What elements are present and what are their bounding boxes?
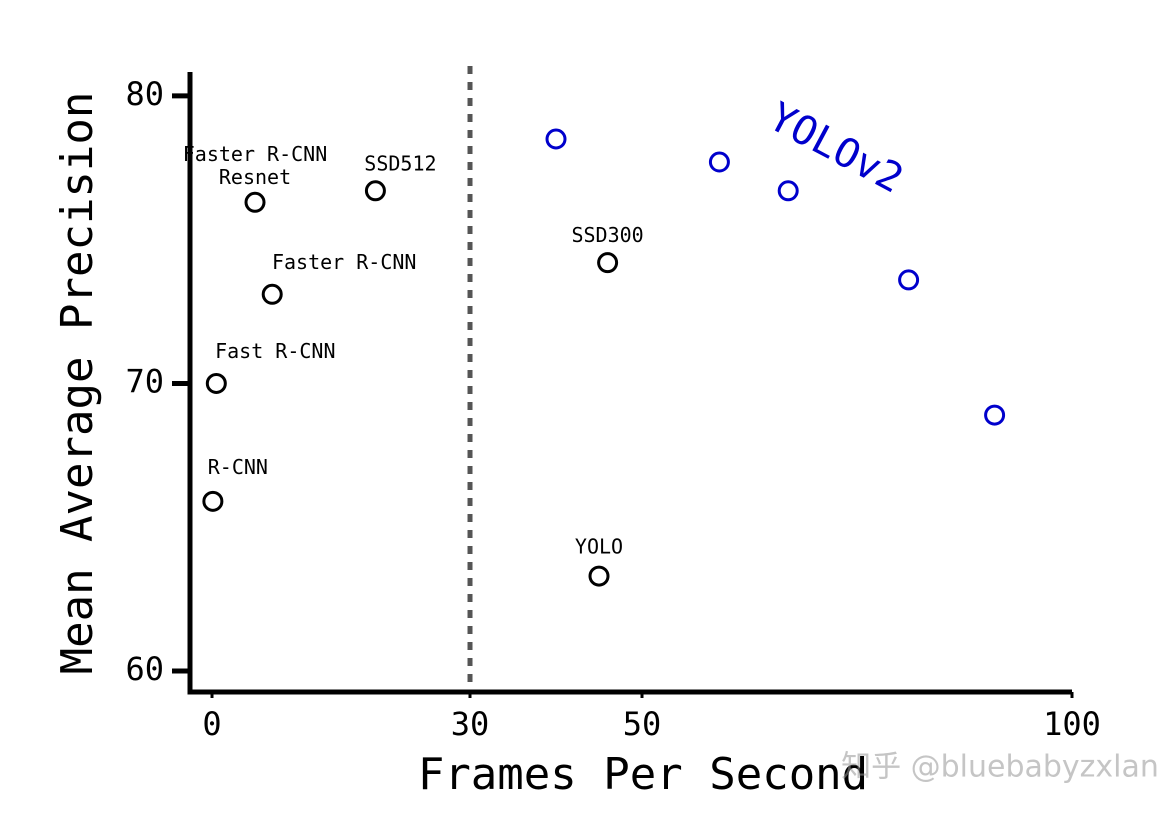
y-tick-label: 70 [125,362,164,400]
point [261,283,283,305]
point-label: Faster R-CNN [272,250,417,274]
point [588,565,610,587]
point-label: R-CNN [208,455,268,479]
y-axis-title: Mean Average Precision [52,92,103,675]
y-tick-label: 60 [125,650,164,688]
point [777,180,799,202]
point [364,180,386,202]
series-label: YOLOv2 [761,94,910,202]
point-label: SSD512 [364,151,436,175]
x-tick-label: 50 [623,705,662,743]
point [202,490,224,512]
point [545,128,567,150]
point [984,404,1006,426]
watermark: 知乎 @bluebabyzxlan [841,750,1159,785]
x-tick-label: 30 [451,705,490,743]
x-axis-title: Frames Per Second [418,749,868,800]
point [708,151,730,173]
y-tick-label: 80 [125,75,164,113]
x-tick-label: 0 [202,705,221,743]
point-label: Resnet [219,165,291,189]
point [205,372,227,394]
x-tick-label: 100 [1043,705,1101,743]
point [597,252,619,274]
point [898,269,920,291]
point-label: YOLO [575,535,623,559]
point [244,191,266,213]
point-label: SSD300 [571,223,643,247]
point-label: Fast R-CNN [215,339,335,363]
point-label: Faster R-CNN [183,142,328,166]
